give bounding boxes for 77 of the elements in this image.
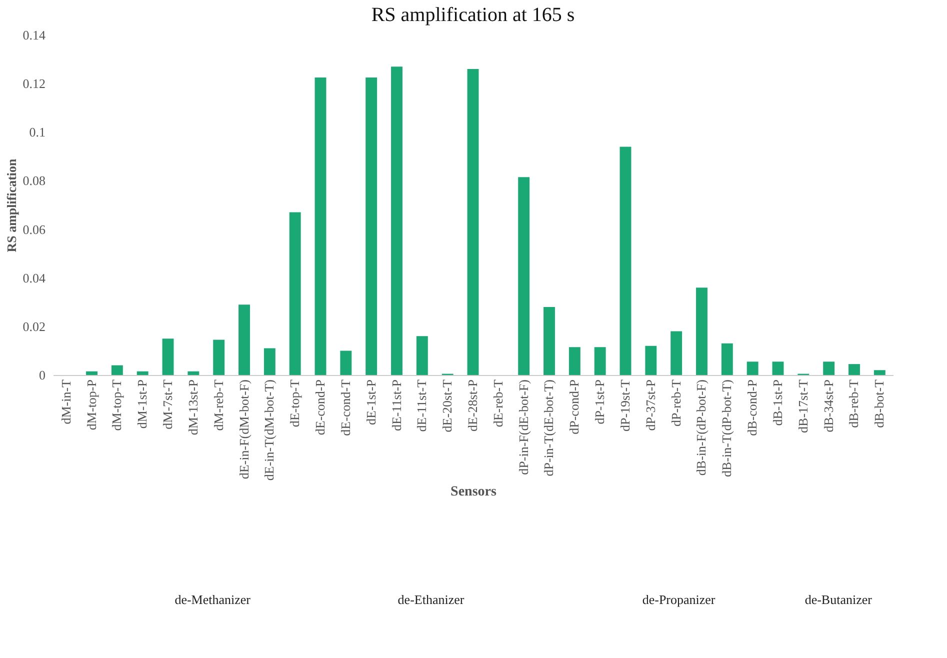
bar [670,331,682,375]
bar [162,338,174,375]
y-tick-label: 0.02 [22,318,46,334]
y-tick-label: 0.14 [22,28,46,42]
y-tick-label: 0.08 [22,173,46,188]
x-tick-label: dE-reb-T [490,379,506,428]
x-tick-label: dP-in-T(dE-bot-T) [541,380,556,476]
x-tick-label: dP-19st-T [617,379,632,432]
x-tick-label: dM-reb-T [210,379,226,431]
bar [696,288,708,375]
bar [391,66,402,375]
y-axis-title: RS amplification [4,158,19,252]
bar [340,350,352,375]
text: de-Propanizer [642,592,716,607]
x-tick-label: dE-cond-T [338,379,353,436]
x-tick-label: dM-7st-T [160,379,176,430]
x-tick-label: dE-in-F(dM-bot-F) [236,380,252,480]
x-tick-label: dP-reb-T [668,379,684,426]
bar [111,365,123,375]
x-tick-label: dE-28st-P [465,380,480,432]
bar [568,347,580,375]
x-tick-label: dM-1st-P [134,380,150,429]
x-tick-label: dP-1st-P [592,380,608,424]
x-tick-label: dB-in-T(dP-bot-T) [719,380,734,477]
bar [264,348,276,375]
text: de-Butanizer [804,592,873,607]
x-tick-label: dB-34st-P [820,380,836,432]
text: de-Methanizer [174,592,252,607]
bar [823,362,835,375]
x-tick-label: dE-cond-P [312,380,328,436]
x-tick-label: dE-11st-T [414,379,430,432]
bar [746,362,758,375]
bar [620,146,632,375]
x-tick-label: dM-top-P [84,380,99,430]
x-tick-label: dM-13st-P [185,380,200,436]
bar [213,340,225,375]
bar [594,347,606,375]
x-tick-label: dB-cond-P [744,380,760,436]
x-tick-label: dP-cond-P [566,380,582,434]
bar [366,78,378,375]
x-tick-label: dB-17st-T [795,379,810,433]
x-tick-label: dE-11st-P [388,380,404,432]
x-tick-label: dP-37st-P [642,380,658,431]
bar [874,370,886,375]
x-axis-title: Sensors [450,484,497,500]
y-tick-label: 0.06 [22,222,46,237]
x-tick-label: dB-in-F(dP-bot-F) [694,380,709,476]
bar [136,371,148,375]
bar [188,371,200,375]
x-tick-label: dB-bot-T [872,379,887,428]
x-tick-label: dP-in-F(dE-bot-F) [516,380,531,475]
bar [289,212,301,375]
bar [467,69,479,375]
bar [314,78,326,375]
bar [645,346,657,375]
bar [544,307,555,375]
x-tick-label: dM-top-T [109,379,124,431]
bar [518,177,530,375]
x-tick-label: dE-1st-P [363,380,378,425]
chart-title: RS amplification at 165 s [371,4,575,26]
bar [238,304,250,375]
bar [848,364,860,375]
x-tick-label: dB-1st-P [770,380,785,426]
x-tick-label: dM-in-T [58,379,74,424]
text: de-Ethanizer [398,592,465,607]
x-tick-label: dE-top-T [287,379,302,428]
bar [721,343,733,375]
y-tick-label: 0.1 [29,124,46,140]
bar [772,362,784,375]
bar [416,336,428,375]
bar [86,371,98,375]
y-tick-label: 0.12 [22,76,46,92]
x-tick-label: dB-reb-T [846,379,862,428]
y-tick-label: 0.04 [22,270,46,286]
x-tick-label: dE-in-T(dM-bot-T) [262,380,277,481]
x-tick-label: dE-20st-T [440,379,455,432]
y-tick-label: 0 [39,368,46,382]
